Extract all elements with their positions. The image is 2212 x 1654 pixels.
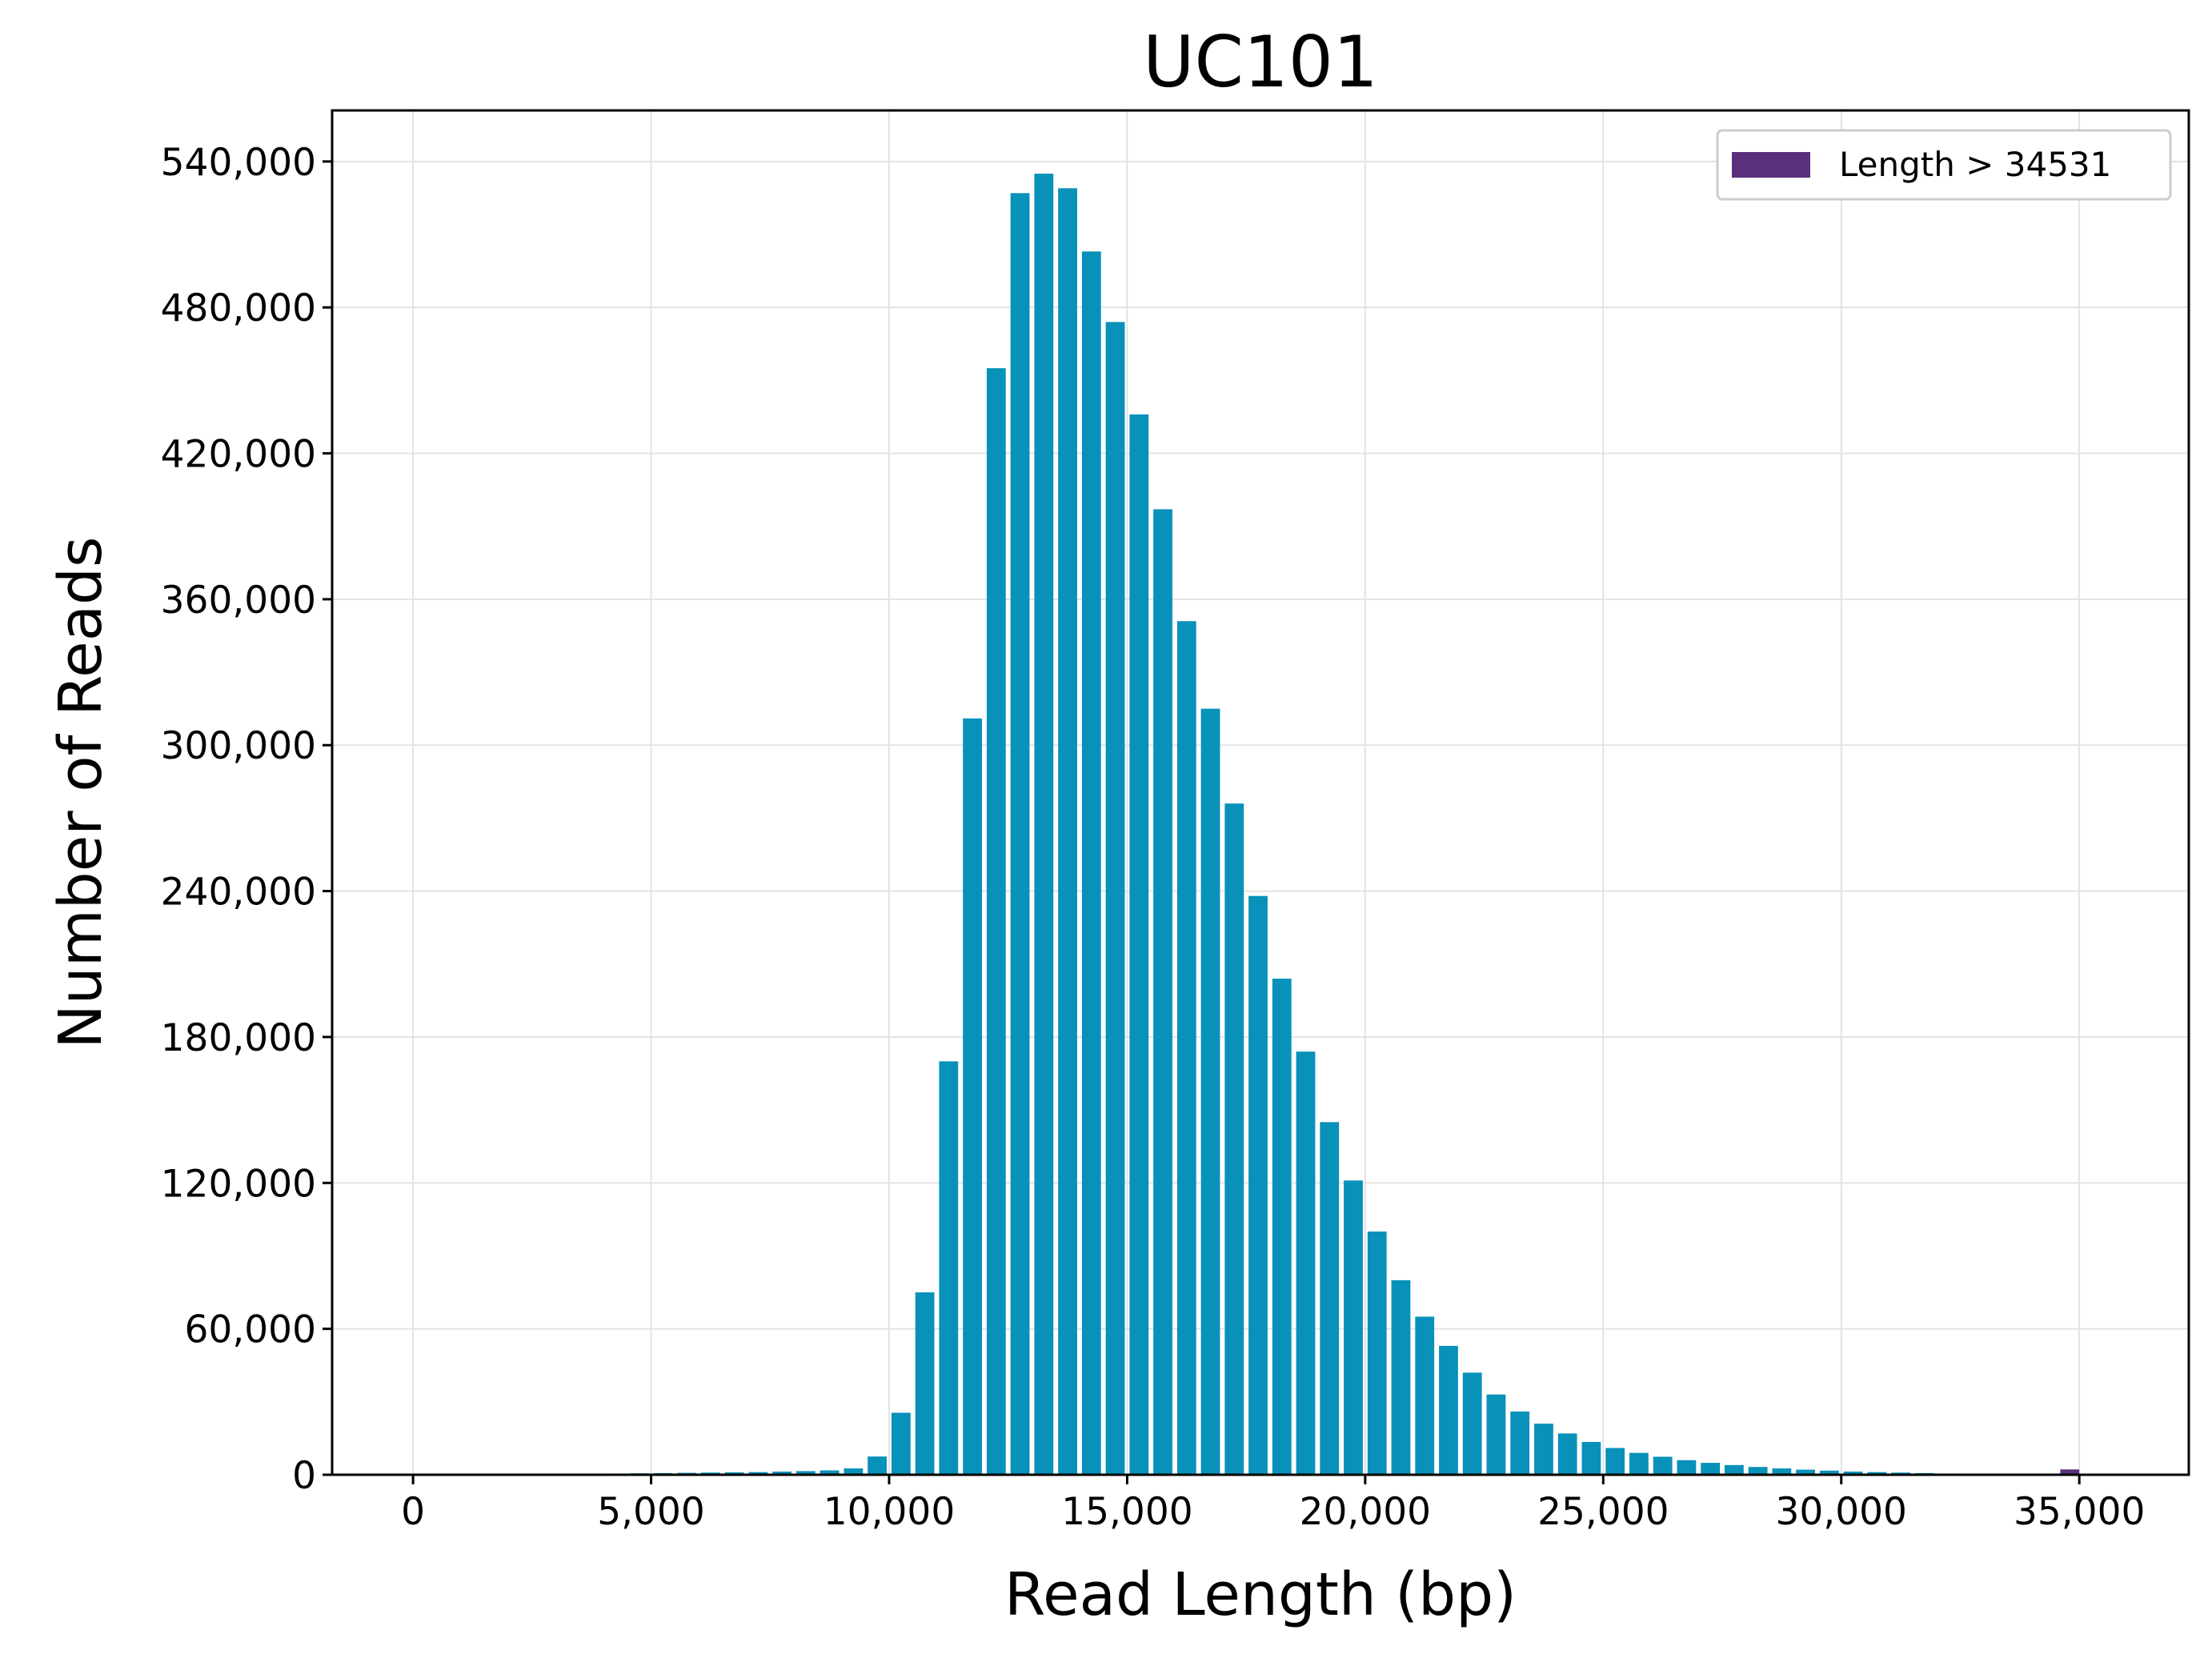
histogram-bar bbox=[1605, 1448, 1625, 1475]
histogram-bar bbox=[1153, 509, 1172, 1475]
histogram-bar bbox=[1748, 1467, 1768, 1475]
chart-title: UC101 bbox=[1143, 21, 1378, 103]
histogram-bar bbox=[1819, 1470, 1839, 1475]
histogram-bar bbox=[1415, 1316, 1435, 1475]
histogram-bar bbox=[939, 1061, 959, 1475]
y-tick-label: 300,000 bbox=[161, 724, 316, 768]
y-tick-label: 0 bbox=[292, 1454, 316, 1498]
histogram-bar bbox=[1200, 708, 1220, 1475]
x-tick-label: 10,000 bbox=[823, 1490, 955, 1534]
y-tick-label: 180,000 bbox=[161, 1016, 316, 1060]
histogram-bar bbox=[915, 1292, 935, 1475]
histogram-bar bbox=[986, 368, 1006, 1475]
plot-frame bbox=[331, 109, 2190, 1476]
axis-ticks: 0 5,000 10,000 15,000 20,000 25,000 30,000 35,0… bbox=[161, 141, 2146, 1534]
x-tick-label: 5,000 bbox=[597, 1490, 705, 1534]
histogram-bar bbox=[1510, 1411, 1530, 1475]
x-tick-label: 15,000 bbox=[1061, 1490, 1192, 1534]
histogram-bar bbox=[1534, 1424, 1553, 1475]
histogram-bar bbox=[796, 1471, 815, 1475]
x-tick-label: 0 bbox=[401, 1490, 425, 1534]
histogram-bar bbox=[1320, 1122, 1340, 1475]
histogram-bar bbox=[1224, 803, 1244, 1475]
histogram-bar bbox=[1034, 174, 1054, 1475]
y-tick-label: 540,000 bbox=[161, 141, 316, 185]
histogram-bar bbox=[1701, 1463, 1721, 1475]
histogram-bar bbox=[1176, 621, 1196, 1475]
x-axis-label: Read Length (bp) bbox=[1004, 1560, 1517, 1629]
bars bbox=[558, 174, 2080, 1476]
histogram-bar bbox=[1010, 193, 1030, 1475]
histogram-bar bbox=[1272, 979, 1292, 1475]
x-tick-label: 30,000 bbox=[1776, 1490, 1907, 1534]
y-tick-label: 420,000 bbox=[161, 433, 316, 477]
histogram-bar bbox=[1296, 1051, 1316, 1475]
histogram-bar bbox=[1867, 1472, 1887, 1475]
histogram-bar bbox=[1653, 1456, 1673, 1475]
legend-box bbox=[1716, 129, 2172, 201]
histogram-bar bbox=[1581, 1441, 1601, 1475]
histogram-bar bbox=[1796, 1469, 1816, 1475]
histogram-bar bbox=[1391, 1280, 1411, 1475]
overflow-bar bbox=[2060, 1469, 2080, 1475]
histogram-bar bbox=[1486, 1394, 1506, 1475]
legend: Length > 34531 bbox=[1716, 129, 2172, 201]
histogram-bar bbox=[1105, 322, 1125, 1476]
histogram-bar bbox=[1367, 1231, 1387, 1475]
histogram-bar bbox=[748, 1472, 768, 1475]
histogram-bar bbox=[1557, 1433, 1577, 1475]
histogram-bar bbox=[868, 1456, 888, 1475]
histogram-bar bbox=[1081, 251, 1101, 1475]
x-tick-label: 20,000 bbox=[1300, 1490, 1431, 1534]
histogram-bar bbox=[963, 718, 982, 1475]
histogram-bar bbox=[1677, 1460, 1697, 1475]
histogram-bar bbox=[772, 1472, 792, 1475]
histogram-bar bbox=[1772, 1468, 1792, 1475]
y-tick-label: 360,000 bbox=[161, 579, 316, 623]
histogram-bar bbox=[891, 1412, 911, 1475]
histogram-bar bbox=[1725, 1464, 1744, 1475]
legend-swatch bbox=[1732, 152, 1810, 178]
y-tick-label: 240,000 bbox=[161, 871, 316, 915]
histogram-bar bbox=[819, 1470, 840, 1475]
x-tick-label: 25,000 bbox=[1537, 1490, 1669, 1534]
y-tick-label: 60,000 bbox=[185, 1308, 316, 1352]
histogram-bar bbox=[724, 1472, 744, 1475]
legend-entry-label: Length > 34531 bbox=[1839, 145, 2111, 184]
x-tick-label: 35,000 bbox=[2014, 1490, 2145, 1534]
histogram-bar bbox=[1843, 1472, 1863, 1475]
histogram-bar bbox=[1129, 414, 1149, 1475]
histogram-bar bbox=[1629, 1452, 1649, 1475]
y-tick-label: 120,000 bbox=[161, 1162, 316, 1206]
y-tick-label: 480,000 bbox=[161, 286, 316, 330]
histogram-bar bbox=[1248, 895, 1268, 1475]
histogram-bar bbox=[1344, 1180, 1363, 1475]
histogram-bar bbox=[1439, 1345, 1458, 1475]
histogram-bar bbox=[844, 1468, 864, 1475]
y-axis-label: Number of Reads bbox=[46, 536, 115, 1048]
histogram-bar bbox=[1058, 188, 1077, 1476]
histogram-bar bbox=[1462, 1372, 1482, 1475]
